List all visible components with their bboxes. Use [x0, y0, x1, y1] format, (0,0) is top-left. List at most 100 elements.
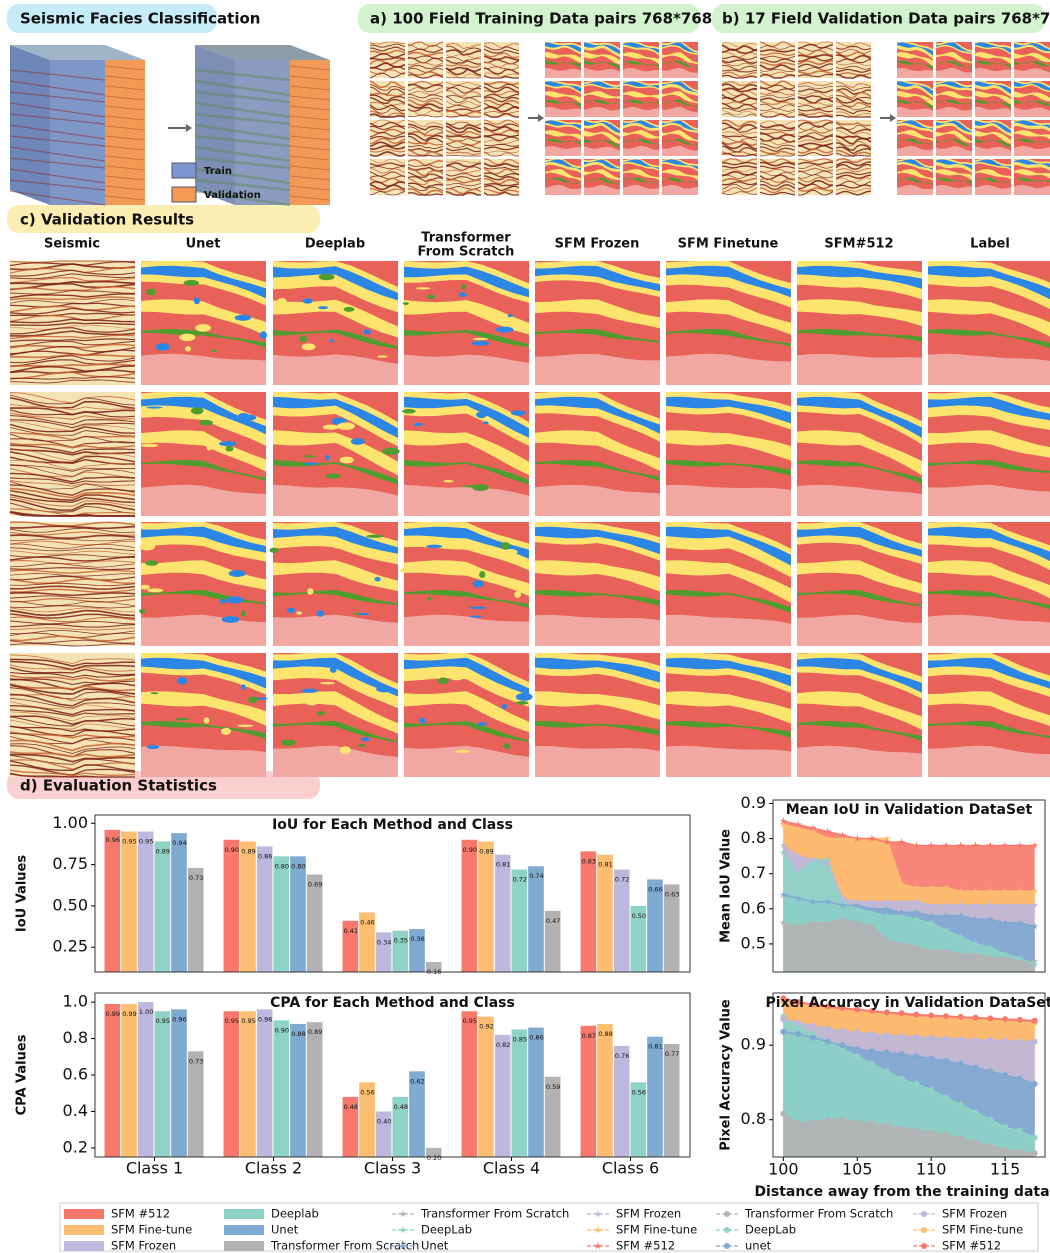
legend-label: Deeplab: [271, 1207, 319, 1221]
noise-blob: [455, 750, 469, 753]
bar: [581, 1026, 597, 1157]
bar: [614, 1046, 630, 1157]
noise-blob: [462, 485, 480, 487]
noise-blob: [147, 588, 163, 592]
marker: [1032, 1150, 1038, 1156]
value-label: 0.76: [615, 1052, 629, 1060]
value-label: 0.95: [122, 838, 136, 846]
noise-blob: [476, 412, 487, 419]
value-label: 0.40: [377, 1117, 391, 1125]
panel-title: d) Evaluation Statistics: [20, 777, 217, 795]
noise-blob: [225, 446, 233, 452]
noise-blob: [141, 444, 158, 447]
bar: [240, 1011, 256, 1157]
noise-blob: [301, 689, 317, 693]
marker: [1032, 1081, 1038, 1087]
bar: [188, 1051, 204, 1157]
y-tick-label: 0.25: [52, 937, 88, 956]
legend-label: Transformer From Scratch: [420, 1207, 569, 1221]
noise-blob: [241, 610, 245, 617]
facies-region: [797, 354, 922, 385]
bar: [155, 1011, 171, 1157]
marker: [987, 1015, 993, 1021]
chart-title: CPA for Each Method and Class: [270, 995, 515, 1011]
marker: [884, 1068, 890, 1074]
noise-blob: [195, 324, 211, 332]
marker: [943, 1035, 949, 1041]
marker: [810, 1119, 816, 1125]
x-tick-label: Class 4: [483, 1159, 540, 1178]
noise-blob: [151, 692, 159, 694]
y-tick-label: 0.8: [741, 828, 766, 847]
marker: [839, 1117, 845, 1123]
noise-blob: [212, 350, 218, 352]
marker: [854, 1030, 860, 1036]
marker: [899, 1010, 905, 1016]
marker: [854, 1119, 860, 1125]
value-label: 0.95: [156, 1017, 170, 1025]
value-label: 0.74: [529, 872, 543, 880]
value-label: 0.73: [189, 874, 203, 882]
noise-blob: [184, 280, 199, 286]
noise-blob: [473, 338, 488, 340]
bar: [290, 856, 306, 972]
noise-blob: [502, 704, 507, 709]
marker: [987, 1143, 993, 1149]
facies-region: [535, 746, 660, 777]
value-label: 0.48: [344, 1103, 358, 1111]
noise-blob: [204, 717, 210, 723]
value-label: 0.48: [394, 1103, 408, 1111]
arrow-head: [186, 124, 192, 132]
value-label: 0.95: [241, 1017, 255, 1025]
marker: [928, 1087, 934, 1093]
value-label: 0.89: [308, 1028, 322, 1036]
arrow-head: [538, 114, 544, 122]
value-label: 0.34: [377, 938, 391, 946]
legend-label: unet: [745, 1239, 772, 1253]
x-tick-label: 110: [916, 1160, 947, 1179]
noise-blob: [319, 274, 335, 281]
y-tick-label: 0.2: [63, 1137, 88, 1156]
noise-blob: [472, 484, 488, 491]
legend-swatch: [64, 1209, 104, 1219]
noise-blob: [361, 737, 370, 741]
legend-label: SFM Frozen: [111, 1239, 176, 1253]
noise-blob: [340, 746, 351, 754]
marker: [913, 1034, 919, 1040]
noise-blob: [364, 329, 371, 334]
bar: [240, 841, 256, 972]
value-label: 0.82: [496, 1041, 510, 1049]
marker: [780, 1016, 786, 1022]
marker: [1017, 1076, 1023, 1082]
panel-title: a) 100 Field Training Data pairs 768*768: [370, 10, 712, 28]
noise-blob: [277, 298, 286, 303]
marker: [854, 1046, 860, 1052]
marker: [869, 1048, 875, 1054]
bar: [138, 1002, 154, 1157]
value-label: 0.88: [598, 1030, 612, 1038]
bar: [478, 1017, 494, 1157]
marker: [1017, 1038, 1023, 1044]
noise-blob: [140, 585, 150, 590]
marker: [825, 1026, 831, 1032]
noise-blob: [377, 355, 388, 357]
noise-blob: [416, 287, 430, 289]
value-label: 1.00: [139, 1008, 153, 1016]
value-label: 0.89: [241, 847, 255, 855]
value-label: 0.56: [360, 1088, 374, 1096]
marker: [943, 1013, 949, 1019]
x-tick-label: Class 1: [126, 1159, 183, 1178]
noise-blob: [403, 302, 409, 305]
bar: [307, 874, 323, 972]
value-label: 0.50: [632, 912, 646, 920]
bar: [257, 846, 273, 972]
legend-label: SFM #512: [616, 1239, 675, 1253]
noise-blob: [147, 407, 163, 409]
noise-blob: [354, 612, 360, 614]
marker: [973, 1109, 979, 1115]
marker: [958, 1061, 964, 1067]
value-label: 0.95: [225, 1017, 239, 1025]
noise-blob: [438, 409, 443, 415]
noise-blob: [444, 480, 454, 482]
marker: [724, 1211, 730, 1217]
